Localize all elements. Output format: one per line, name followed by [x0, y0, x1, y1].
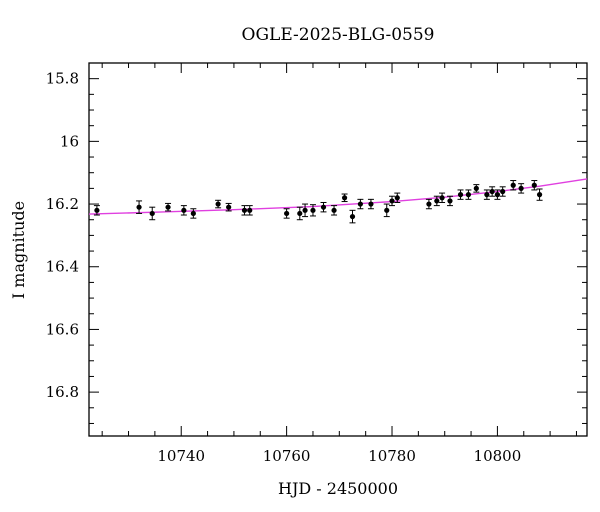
data-point — [190, 208, 197, 219]
data-point — [494, 189, 501, 200]
data-marker — [489, 188, 495, 195]
data-point — [457, 189, 464, 200]
data-marker — [149, 210, 155, 217]
data-marker — [510, 182, 516, 188]
data-marker — [426, 201, 432, 207]
data-marker — [465, 192, 472, 198]
data-point — [394, 192, 401, 203]
data-marker — [457, 192, 464, 198]
y-tick-label: 16 — [60, 132, 79, 150]
y-tick-label: 16.2 — [46, 195, 79, 213]
data-marker — [181, 207, 187, 213]
data-point — [309, 204, 316, 217]
data-point — [483, 189, 490, 200]
x-axis-label: HJD - 2450000 — [278, 479, 398, 498]
data-marker — [247, 207, 253, 213]
data-point — [499, 186, 506, 197]
data-marker — [165, 204, 171, 210]
chart-title: OGLE-2025-BLG-0559 — [242, 25, 435, 45]
data-marker — [531, 182, 537, 188]
data-points-layer — [93, 180, 543, 224]
data-marker — [297, 210, 303, 217]
data-marker — [473, 185, 479, 191]
data-marker — [284, 210, 290, 217]
data-marker — [215, 201, 221, 207]
data-point — [136, 200, 143, 214]
y-tick-label: 16.6 — [46, 320, 79, 338]
data-point — [357, 198, 364, 210]
data-point — [489, 186, 496, 197]
data-marker — [349, 213, 356, 220]
data-marker — [434, 198, 440, 204]
data-point — [518, 183, 525, 194]
y-axis-label: I magnitude — [9, 201, 28, 299]
tick-labels: 10740 10760 10780 10800 15.8 16 16.2 16.4 16.6 16… — [46, 70, 522, 465]
data-point — [531, 180, 538, 191]
data-marker — [494, 192, 501, 198]
data-marker — [226, 204, 232, 210]
data-point — [389, 195, 396, 207]
x-tick-label: 10740 — [157, 447, 205, 465]
data-marker — [447, 198, 453, 204]
data-point — [225, 202, 232, 212]
data-point — [180, 205, 187, 216]
data-marker — [94, 207, 100, 213]
data-marker — [389, 198, 395, 204]
y-tick-label: 16.4 — [46, 258, 79, 276]
data-point — [93, 205, 100, 216]
data-marker — [190, 210, 196, 217]
data-point — [473, 184, 480, 193]
data-point — [149, 206, 156, 221]
data-point — [349, 209, 356, 224]
data-marker — [320, 204, 327, 210]
data-marker — [439, 195, 445, 201]
data-point — [296, 206, 303, 221]
data-point — [510, 180, 517, 191]
data-marker — [357, 201, 363, 207]
y-tick-label: 16.8 — [46, 383, 79, 401]
data-marker — [536, 192, 543, 198]
data-marker — [331, 207, 337, 213]
data-point — [465, 189, 472, 200]
data-point — [536, 188, 543, 201]
data-point — [446, 195, 453, 207]
data-point — [367, 198, 374, 210]
data-marker — [384, 207, 390, 213]
data-point — [165, 202, 172, 212]
data-point — [320, 201, 327, 213]
data-point — [246, 205, 253, 216]
data-point — [433, 195, 440, 207]
plot-frame — [88, 62, 588, 437]
data-point — [383, 203, 390, 218]
data-marker — [518, 185, 524, 191]
data-point — [215, 199, 222, 209]
data-point — [425, 198, 432, 210]
data-marker — [368, 201, 374, 207]
data-point — [302, 203, 309, 218]
data-marker — [302, 207, 308, 213]
data-point — [241, 205, 248, 216]
axis-ticks — [89, 63, 587, 436]
data-point — [341, 193, 348, 203]
x-tick-label: 10780 — [368, 447, 416, 465]
data-marker — [341, 195, 348, 201]
x-tick-label: 10800 — [474, 447, 522, 465]
data-marker — [394, 195, 400, 201]
data-point — [439, 192, 446, 203]
data-marker — [136, 204, 142, 210]
data-point — [331, 205, 338, 216]
data-point — [283, 208, 290, 219]
data-marker — [310, 207, 316, 213]
data-marker — [500, 188, 506, 195]
x-tick-label: 10760 — [263, 447, 311, 465]
data-marker — [241, 207, 248, 213]
data-marker — [484, 192, 490, 198]
y-tick-label: 15.8 — [46, 70, 79, 88]
